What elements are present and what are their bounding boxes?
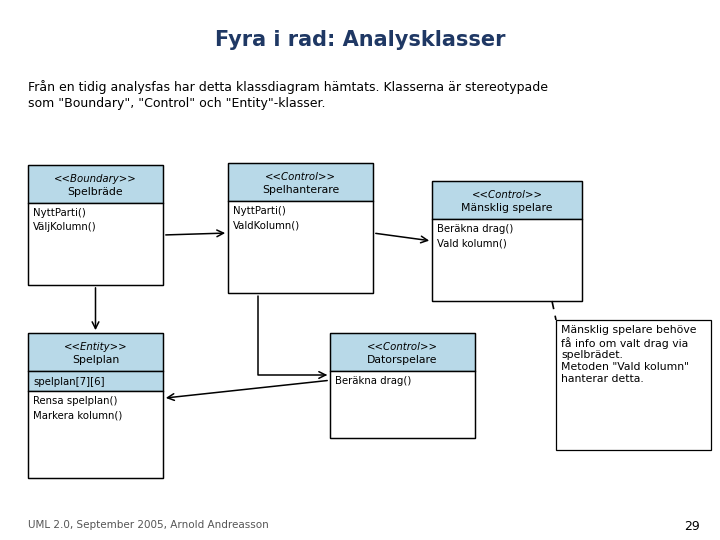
- Text: Spelplan: Spelplan: [72, 355, 119, 365]
- Bar: [432, 181, 582, 219]
- Bar: [28, 391, 163, 478]
- Text: Beräkna drag(): Beräkna drag(): [437, 224, 513, 234]
- Text: Mänsklig spelare: Mänsklig spelare: [462, 203, 553, 213]
- Text: Spelhanterare: Spelhanterare: [262, 185, 339, 195]
- Bar: [556, 320, 711, 450]
- Text: Från en tidig analysfas har detta klassdiagram hämtats. Klasserna är stereotypad: Från en tidig analysfas har detta klassd…: [28, 80, 548, 94]
- Bar: [28, 203, 163, 285]
- Text: Datorspelare: Datorspelare: [367, 355, 438, 365]
- Text: <<Entity>>: <<Entity>>: [63, 342, 127, 352]
- Text: <<Control>>: <<Control>>: [367, 342, 438, 352]
- Text: 29: 29: [684, 520, 700, 533]
- Text: Rensa spelplan(): Rensa spelplan(): [33, 396, 117, 406]
- Bar: [28, 165, 163, 285]
- Text: Spelbräde: Spelbräde: [68, 187, 123, 197]
- Bar: [432, 181, 582, 301]
- Text: som "Boundary", "Control" och "Entity"-klasser.: som "Boundary", "Control" och "Entity"-k…: [28, 97, 325, 110]
- Text: Beräkna drag(): Beräkna drag(): [335, 376, 411, 386]
- Text: <<Boundary>>: <<Boundary>>: [54, 174, 137, 184]
- Text: Vald kolumn(): Vald kolumn(): [437, 238, 507, 248]
- Text: <<Control>>: <<Control>>: [265, 172, 336, 182]
- Bar: [432, 219, 582, 301]
- Bar: [28, 333, 163, 478]
- Bar: [28, 371, 163, 391]
- Bar: [228, 163, 373, 293]
- Text: Markera kolumn(): Markera kolumn(): [33, 410, 122, 420]
- Text: NyttParti(): NyttParti(): [233, 206, 286, 216]
- Text: ValdKolumn(): ValdKolumn(): [233, 220, 300, 230]
- Text: Mänsklig spelare behöve
få info om valt drag via
spelbrädet.
Metoden "Vald kolum: Mänsklig spelare behöve få info om valt …: [561, 325, 696, 384]
- Text: NyttParti(): NyttParti(): [33, 208, 86, 218]
- Bar: [28, 333, 163, 371]
- Bar: [228, 201, 373, 293]
- Bar: [228, 163, 373, 201]
- Bar: [330, 371, 475, 438]
- Text: <<Control>>: <<Control>>: [472, 190, 542, 200]
- Bar: [28, 165, 163, 203]
- Text: spelplan[7][6]: spelplan[7][6]: [33, 377, 104, 387]
- Text: Fyra i rad: Analysklasser: Fyra i rad: Analysklasser: [215, 30, 505, 50]
- Bar: [330, 333, 475, 438]
- Text: UML 2.0, September 2005, Arnold Andreasson: UML 2.0, September 2005, Arnold Andreass…: [28, 520, 269, 530]
- Bar: [330, 333, 475, 371]
- Text: VäljKolumn(): VäljKolumn(): [33, 222, 96, 232]
